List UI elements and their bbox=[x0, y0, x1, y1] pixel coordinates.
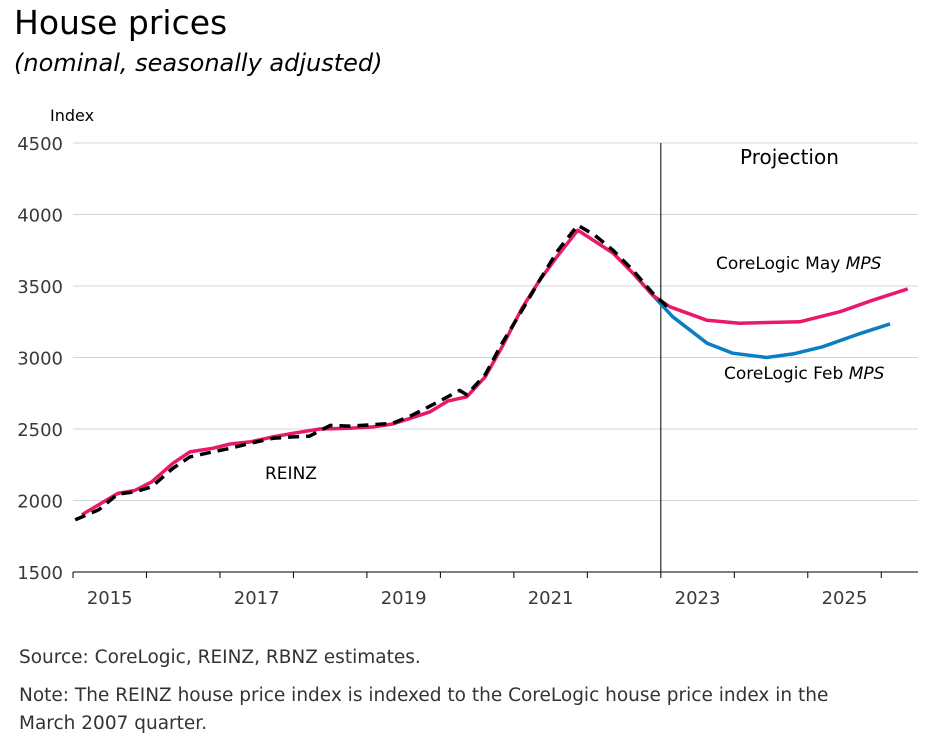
corelogic-may-line bbox=[80, 228, 909, 517]
y-tick-label: 3500 bbox=[17, 277, 63, 298]
y-tick-label: 2000 bbox=[17, 492, 63, 513]
note-line-1: Note: The REINZ house price index is ind… bbox=[19, 685, 828, 706]
x-tick-label: 2015 bbox=[87, 588, 133, 609]
x-axis: 2015 2017 2019 2021 2023 2025 bbox=[72, 571, 918, 609]
x-tick-label: 2019 bbox=[381, 588, 427, 609]
y-tick-label: 4000 bbox=[17, 206, 63, 227]
y-tick-label: 3000 bbox=[17, 349, 63, 370]
corelogic-feb-label-text: CoreLogic Feb bbox=[724, 364, 843, 384]
y-tick-label: 1500 bbox=[17, 563, 63, 584]
source-note: Source: CoreLogic, REINZ, RBNZ estimates… bbox=[19, 647, 421, 668]
y-tick-label: 2500 bbox=[17, 420, 63, 441]
corelogic-feb-line bbox=[631, 271, 891, 360]
x-tick-label: 2017 bbox=[234, 588, 280, 609]
x-tick-label: 2021 bbox=[528, 588, 574, 609]
y-tick-label: 4500 bbox=[17, 134, 63, 155]
corelogic-may-label-text: CoreLogic May bbox=[716, 254, 840, 274]
x-tick-label: 2025 bbox=[822, 588, 868, 609]
corelogic-may-label-mps: MPS bbox=[846, 254, 882, 274]
projection-label: Projection bbox=[740, 145, 839, 169]
series-lines bbox=[74, 223, 909, 522]
reinz-label: REINZ bbox=[265, 464, 317, 484]
y-axis-label: Index bbox=[50, 106, 94, 125]
note-line-2: March 2007 quarter. bbox=[19, 713, 207, 734]
y-tick-labels: 1500 2000 2500 3000 3500 4000 4500 bbox=[17, 134, 63, 584]
corelogic-feb-label-mps: MPS bbox=[849, 364, 885, 384]
corelogic-feb-label: CoreLogic Feb MPS bbox=[724, 364, 885, 384]
corelogic-may-label: CoreLogic May MPS bbox=[716, 254, 882, 274]
chart-title: House prices bbox=[14, 3, 227, 42]
x-tick-label: 2023 bbox=[675, 588, 721, 609]
reinz-line bbox=[74, 223, 673, 522]
chart-subtitle: (nominal, seasonally adjusted) bbox=[14, 49, 383, 77]
